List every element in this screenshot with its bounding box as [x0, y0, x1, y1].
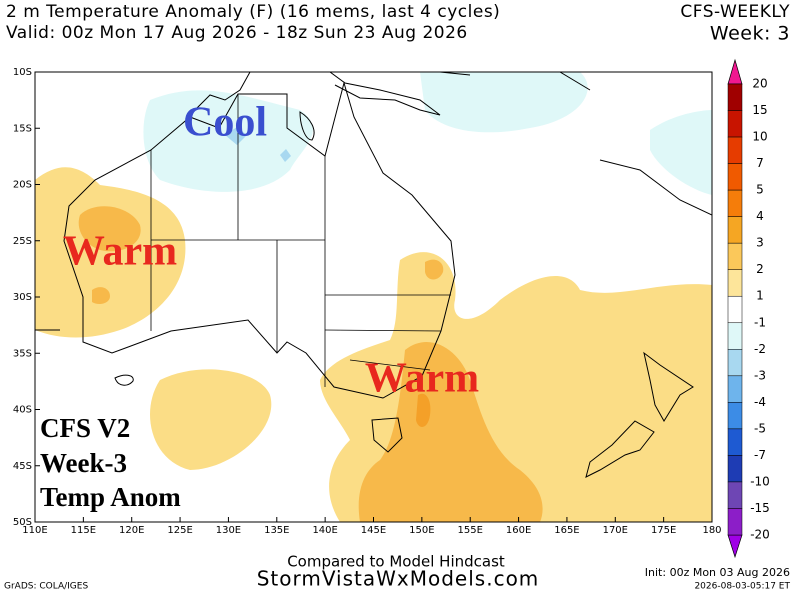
colorbar-label: -15 [750, 501, 770, 515]
colorbar-label: 7 [756, 156, 764, 170]
label-box-line: Temp Anom [40, 482, 181, 512]
lat-label: 30S [13, 292, 32, 303]
title: 2 m Temperature Anomaly (F) (16 mems, la… [6, 2, 500, 22]
colorbar-swatch [727, 508, 743, 536]
timestamp: 2026-08-03-05:17 ET [694, 582, 790, 592]
lon-label: 140E [312, 525, 337, 536]
valid-range: Valid: 00z Mon 17 Aug 2026 - 18z Sun 23 … [6, 23, 468, 43]
coastlines [35, 72, 712, 478]
colorbar-swatch [727, 136, 743, 164]
state-borders [150, 94, 451, 387]
lon-label: 170E [603, 525, 628, 536]
site-name: StormVistaWxModels.com [257, 567, 540, 591]
week: Week: 3 [710, 23, 790, 45]
colorbar-label: -10 [750, 474, 770, 488]
colorbar-label: -3 [754, 368, 766, 382]
colorbar-label: 5 [756, 183, 764, 197]
colorbar-label: -2 [754, 342, 766, 356]
label-box-line: Week-3 [40, 448, 127, 478]
colorbar-swatch [727, 163, 743, 191]
lat-label: 45S [13, 461, 32, 472]
lat-label: 25S [13, 236, 32, 247]
colorbar-label: 1 [756, 289, 764, 303]
lat-label: 10S [13, 67, 32, 78]
lat-label: 40S [13, 405, 32, 416]
colorbar: 20 15 10 7 5 4 3 2 1 -1 -2 -3 -4 -5 -7 -10 -15 -20 [727, 58, 770, 559]
colorbar-label: 10 [752, 130, 767, 144]
colorbar-swatch [727, 83, 743, 111]
lat-label: 35S [13, 348, 32, 359]
colorbar-label: 4 [756, 209, 764, 223]
lon-label: 150E [409, 525, 434, 536]
lon-label: 125E [167, 525, 192, 536]
label-box-line: CFS V2 [40, 413, 130, 443]
init-time: Init: 00z Mon 03 Aug 2026 [645, 566, 790, 579]
colorbar-swatch [727, 349, 743, 377]
colorbar-label: -7 [754, 448, 766, 462]
colorbar-label: -1 [754, 315, 766, 329]
lon-label: 175E [651, 525, 676, 536]
colorbar-swatch [727, 481, 743, 509]
lon-label: 130E [216, 525, 241, 536]
colorbar-swatch [727, 455, 743, 483]
lat-label: 20S [13, 180, 32, 191]
lon-label: 160E [506, 525, 531, 536]
annotation: Warm [365, 356, 479, 402]
colorbar-swatch [727, 322, 743, 350]
lon-label: 110E [22, 525, 47, 536]
colorbar-swatch [727, 110, 743, 138]
model-name: CFS-WEEKLY [680, 2, 790, 22]
colorbar-swatch [727, 375, 743, 403]
colorbar-swatch [727, 428, 743, 456]
lon-label: 155E [458, 525, 483, 536]
colorbar-label: -20 [750, 528, 770, 542]
lon-label: 165E [554, 525, 579, 536]
lat-label: 15S [13, 123, 32, 134]
colorbar-label: -5 [754, 421, 766, 435]
lon-label: 145E [361, 525, 386, 536]
lon-label: 180 [702, 525, 721, 536]
lon-label: 135E [264, 525, 289, 536]
lon-label: 115E [71, 525, 96, 536]
colorbar-swatch [727, 216, 743, 244]
annotation: Cool [183, 100, 267, 146]
lat-label: 50S [13, 517, 32, 528]
lon-label: 120E [119, 525, 144, 536]
grads-credit: GrADS: COLA/IGES [4, 582, 88, 592]
colorbar-label: 20 [752, 77, 767, 91]
colorbar-label: 15 [752, 103, 767, 117]
colorbar-swatch [727, 295, 743, 324]
colorbar-swatch [727, 402, 743, 430]
colorbar-swatch [727, 269, 743, 297]
colorbar-label: -4 [754, 395, 766, 409]
colorbar-label: 2 [756, 262, 764, 276]
compared-note: Compared to Model Hindcast [287, 553, 505, 571]
colorbar-swatch [727, 189, 743, 217]
colorbar-label: 3 [756, 236, 764, 250]
annotation: Warm [63, 229, 177, 275]
colorbar-swatch [727, 242, 743, 270]
anomaly-shading [35, 72, 712, 522]
